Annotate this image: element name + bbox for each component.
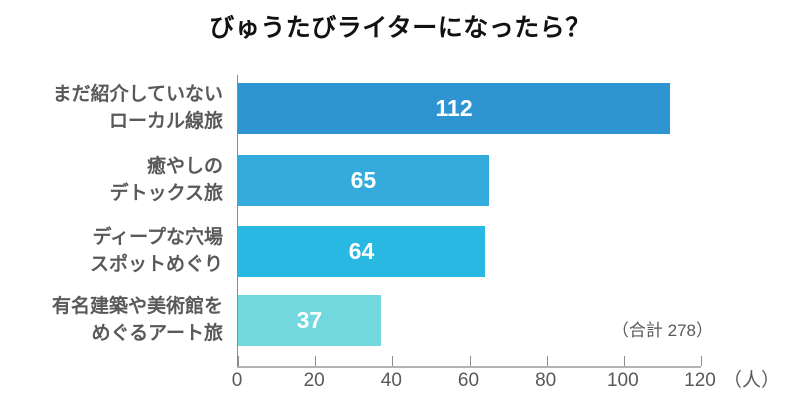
category-label-line: ディープな穴場 (92, 226, 223, 248)
bar: 65 (238, 155, 489, 206)
x-axis-tick-label: 0 (231, 370, 243, 391)
category-label: まだ紹介していないローカル線旅 (8, 83, 223, 134)
x-axis-tick (315, 356, 317, 366)
x-axis-tick-label: 40 (380, 370, 402, 391)
x-axis-tick (469, 356, 471, 366)
x-axis-tick (238, 356, 239, 366)
category-label-line: 癒やしの (146, 155, 223, 177)
bar-row: まだ紹介していないローカル線旅 112 (53, 83, 701, 134)
x-axis-tick-label: 60 (457, 370, 480, 391)
category-label-line: スポットめぐり (89, 253, 223, 275)
category-label-line: ローカル線旅 (108, 110, 223, 132)
x-axis-tick (546, 356, 548, 366)
x-axis-tick-label: 80 (535, 370, 557, 391)
category-label: 有名建築や美術館をめぐるアート旅 (8, 295, 223, 346)
x-axis-tick (701, 356, 702, 366)
bar-row: 有名建築や美術館をめぐるアート旅 37 (52, 295, 701, 346)
category-label-line: 有名建築や美術館を (51, 295, 223, 317)
bar-value-label: 37 (296, 307, 323, 333)
chart-title: びゅうたびライターになったら？ (209, 14, 591, 42)
x-axis-tick-label: 120 (684, 370, 716, 391)
x-axis-tick (623, 356, 625, 366)
bar-value-label: 64 (348, 238, 375, 264)
category-label-line: まだ紹介していない (52, 83, 223, 105)
bar-value-label: 112 (435, 95, 473, 121)
x-axis-tick (392, 356, 394, 366)
category-label: 癒やしのデトックス旅 (8, 155, 223, 206)
bar-value-label: 65 (350, 167, 377, 193)
bar: 64 (238, 226, 485, 277)
x-axis-unit-label: （人） (723, 370, 781, 391)
plot-area: まだ紹介していないローカル線旅 112 癒やしのデトックス旅 65 ディープな穴場 スポッ… (52, 75, 702, 368)
bar-row: 癒やしのデトックス旅 65 (110, 155, 701, 206)
category-label: ディープな穴場 スポットめぐり (8, 226, 223, 277)
x-axis-tick-label: 20 (303, 370, 325, 391)
category-label-line: デトックス旅 (109, 182, 223, 204)
bar: 112 (238, 83, 671, 134)
bar: 37 (238, 295, 381, 346)
category-label-line: めぐるアート旅 (91, 322, 223, 344)
total-note: （合計 278） (611, 321, 713, 340)
bar-row: ディープな穴場 スポットめぐり 64 (90, 226, 701, 277)
x-axis: 0 20 40 60 80 100 120 (232, 370, 716, 395)
x-axis-tick-label: 100 (606, 370, 639, 391)
